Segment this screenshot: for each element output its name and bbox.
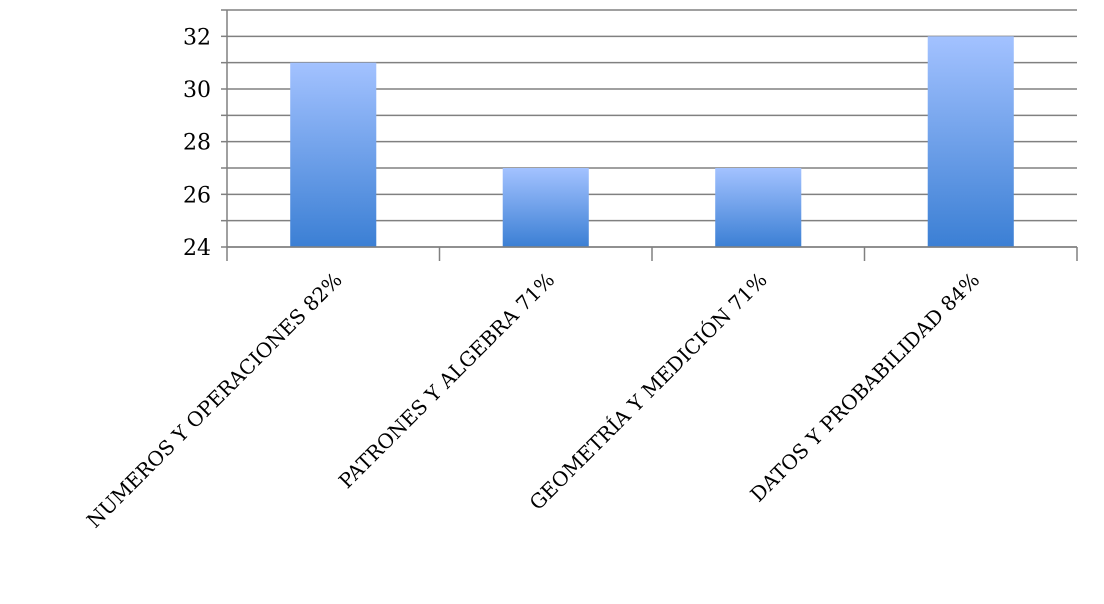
bar xyxy=(290,62,377,247)
y-tick-label: 28 xyxy=(183,131,211,156)
y-tick-label: 30 xyxy=(183,78,211,103)
x-category-label: NUMEROS Y OPERACIONES 82% xyxy=(82,268,347,533)
bar xyxy=(927,36,1014,248)
y-tick-label: 26 xyxy=(183,183,211,208)
y-tick-label: 32 xyxy=(183,25,211,50)
bar xyxy=(715,168,802,247)
labels: 24 26 28 30 32 NUMEROS Y OPERACIONES 82%PATRO… xyxy=(82,25,984,532)
x-category-label: PATRONES Y ALGEBRA 71% xyxy=(334,268,559,493)
axes xyxy=(221,9,1078,261)
x-category-label: GEOMETRÍA Y MEDICIÓN 71% xyxy=(524,267,772,515)
bar xyxy=(502,168,589,247)
x-category-label: DATOS Y PROBABILIDAD 84% xyxy=(745,268,984,507)
y-tick-label: 24 xyxy=(183,236,211,261)
bars xyxy=(290,36,1014,248)
